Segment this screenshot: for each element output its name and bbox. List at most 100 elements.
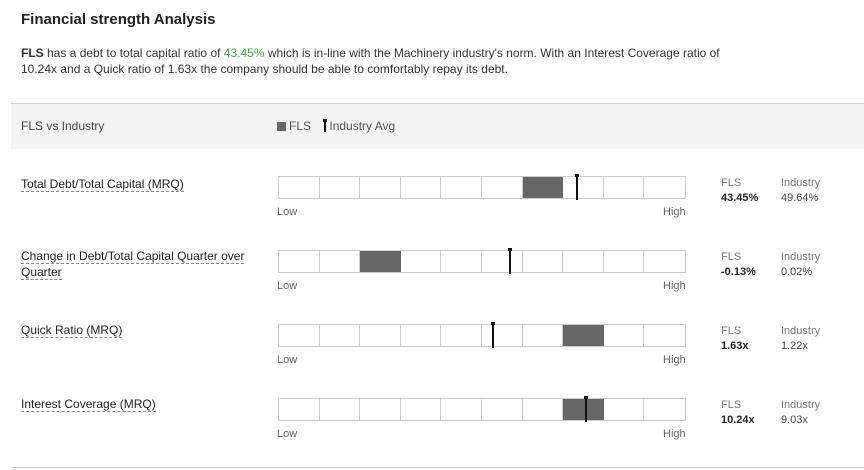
industry-value: 0.02% — [781, 266, 813, 278]
summary-text: FLS has a debt to total capital ratio of… — [21, 45, 741, 77]
bottom-divider — [11, 467, 864, 468]
industry-value-column: Industry 0.02% — [781, 250, 820, 280]
legend: FLS Industry Avg — [277, 119, 395, 133]
bar-segment — [320, 399, 361, 420]
industry-avg-marker — [491, 322, 496, 348]
comparison-bar — [278, 322, 686, 348]
bar-segment — [523, 399, 564, 420]
comparison-bar — [278, 174, 686, 200]
scale-high-label: High — [663, 206, 686, 218]
bar-segment — [279, 251, 320, 272]
fls-block — [360, 251, 401, 272]
industry-value-column: Industry 1.22x — [781, 324, 820, 354]
fls-head: FLS — [721, 399, 742, 411]
industry-value-column: Industry 49.64% — [781, 176, 820, 206]
bar-segment — [523, 251, 564, 272]
bar-segment — [360, 177, 401, 198]
bar-segment — [604, 251, 645, 272]
scale-high-label: High — [663, 428, 686, 440]
metric-label[interactable]: Interest Coverage (MRQ) — [21, 396, 261, 412]
scale-low-label: Low — [277, 428, 298, 440]
fls-value: -0.13% — [721, 266, 756, 278]
industry-marker-icon — [323, 119, 328, 132]
metric-label-text: Total Debt/Total Capital (MRQ) — [21, 177, 184, 192]
metric-label-text: Quick Ratio (MRQ) — [21, 323, 123, 338]
bar-segment — [279, 399, 320, 420]
summary-part-2: which is in-line with the Machinery indu… — [21, 46, 720, 76]
fls-head: FLS — [721, 177, 742, 189]
metric-label[interactable]: Quick Ratio (MRQ) — [21, 322, 261, 338]
metric-row: Interest Coverage (MRQ) Low High FLS 10.24x I… — [0, 396, 864, 458]
comparison-bar — [278, 396, 686, 422]
fls-value-column: FLS -0.13% — [721, 250, 756, 280]
bar-segment — [563, 177, 604, 198]
bar-segment — [320, 325, 361, 346]
bar-segment — [401, 251, 442, 272]
bar-segment — [279, 325, 320, 346]
bar-segment — [279, 177, 320, 198]
bar-segment — [604, 177, 645, 198]
comparison-bar — [278, 248, 686, 274]
page-title: Financial strength Analysis — [21, 11, 216, 28]
metric-row: Quick Ratio (MRQ) Low High FLS 1.63x Industry… — [0, 322, 864, 384]
bar-segment — [482, 251, 523, 272]
bar-segment — [441, 251, 482, 272]
metric-label[interactable]: Change in Debt/Total Capital Quarter ove… — [21, 248, 261, 280]
bar-segment — [360, 325, 401, 346]
metric-label-text: Interest Coverage (MRQ) — [21, 397, 156, 412]
metric-label[interactable]: Total Debt/Total Capital (MRQ) — [21, 176, 261, 192]
metric-label-text: Change in Debt/Total Capital Quarter ove… — [21, 249, 245, 280]
bar-segment — [441, 177, 482, 198]
bar-segment — [563, 251, 604, 272]
fls-value: 43.45% — [721, 192, 759, 204]
industry-head: Industry — [781, 251, 821, 263]
legend-industry: Industry Avg — [329, 119, 396, 133]
bar-segment — [320, 251, 361, 272]
metric-row: Total Debt/Total Capital (MRQ) Low High FLS… — [0, 174, 864, 236]
ticker-label: FLS — [21, 46, 44, 60]
fls-head: FLS — [721, 251, 742, 263]
industry-value-column: Industry 9.03x — [781, 398, 820, 428]
bar-segment — [482, 325, 523, 346]
fls-value-column: FLS 1.63x — [721, 324, 749, 354]
bar-segment — [441, 325, 482, 346]
fls-value-column: FLS 10.24x — [721, 398, 755, 428]
comparison-title: FLS vs Industry — [21, 119, 105, 133]
industry-head: Industry — [781, 399, 821, 411]
fls-block — [563, 325, 604, 346]
scale-high-label: High — [663, 280, 686, 292]
bar-segment — [401, 399, 442, 420]
metric-row: Change in Debt/Total Capital Quarter ove… — [0, 248, 864, 310]
summary-part-1: has a debt to total capital ratio of — [43, 46, 224, 60]
fls-value: 10.24x — [721, 414, 755, 426]
industry-avg-marker — [575, 174, 580, 200]
bar-segment — [482, 399, 523, 420]
industry-head: Industry — [781, 177, 821, 189]
bar-segment — [401, 177, 442, 198]
fls-block — [522, 177, 564, 198]
industry-avg-marker — [507, 248, 512, 274]
industry-value: 1.22x — [781, 340, 808, 352]
bar-segment — [482, 177, 523, 198]
bar-segment — [401, 325, 442, 346]
industry-head: Industry — [781, 325, 821, 337]
bar-segment — [320, 177, 361, 198]
bar-segment — [441, 399, 482, 420]
scale-low-label: Low — [277, 354, 298, 366]
legend-fls: FLS — [289, 119, 312, 133]
fls-value: 1.63x — [721, 340, 749, 352]
scale-low-label: Low — [277, 206, 298, 218]
industry-value: 49.64% — [781, 192, 819, 204]
scale-low-label: Low — [277, 280, 298, 292]
comparison-header — [11, 103, 864, 149]
bar-segment — [523, 325, 564, 346]
fls-swatch-icon — [277, 122, 286, 131]
scale-high-label: High — [663, 354, 686, 366]
industry-value: 9.03x — [781, 414, 808, 426]
fls-head: FLS — [721, 325, 742, 337]
debt-ratio-highlight: 43.45% — [223, 46, 265, 60]
bar-segment — [360, 399, 401, 420]
industry-avg-marker — [583, 396, 588, 422]
fls-block — [563, 399, 604, 420]
fls-value-column: FLS 43.45% — [721, 176, 758, 206]
